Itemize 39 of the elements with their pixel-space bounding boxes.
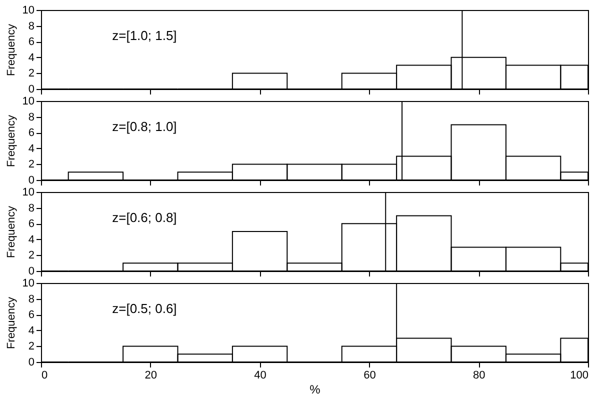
y-axis-title: Frequency — [5, 114, 18, 167]
y-tick-label: 4 — [28, 52, 34, 64]
annotation: z=[1.0; 1.5] — [112, 28, 177, 44]
y-tick-label: 2 — [28, 340, 34, 353]
y-axis-title: Frequency — [5, 24, 18, 76]
y-tick-label: 8 — [28, 20, 34, 32]
y-axis-title: Frequency — [5, 206, 18, 258]
y-tick-label: 2 — [28, 158, 34, 171]
y-tick-label: 4 — [28, 234, 34, 246]
y-tick-label: 10 — [22, 4, 34, 16]
x-tick-label: 20 — [144, 370, 158, 382]
x-axis-title: % — [310, 382, 321, 396]
annotation: z=[0.8; 1.0] — [112, 119, 177, 134]
y-tick-label: 0 — [28, 84, 34, 96]
y-tick-label: 6 — [28, 218, 34, 230]
y-tick-label: 0 — [28, 356, 34, 368]
y-tick-label: 0 — [28, 174, 34, 186]
y-tick-label: 2 — [28, 68, 34, 80]
annotation: z=[0.5; 0.6] — [112, 301, 177, 316]
y-tick-label: 6 — [28, 36, 34, 48]
y-tick-label: 2 — [28, 250, 34, 262]
y-tick-label: 10 — [22, 96, 34, 108]
x-tick-label: 60 — [364, 370, 376, 382]
x-tick-label: 100 — [570, 370, 588, 382]
y-tick-label: 8 — [28, 202, 34, 214]
y-axis-title: Frequency — [5, 296, 18, 349]
y-tick-label: 8 — [28, 111, 34, 124]
y-tick-label: 10 — [22, 278, 34, 290]
annotation: z=[0.6; 0.8] — [112, 210, 177, 226]
y-tick-label: 4 — [28, 142, 34, 155]
y-tick-label: 4 — [28, 324, 34, 337]
y-tick-label: 6 — [28, 309, 34, 322]
y-tick-label: 10 — [22, 186, 34, 198]
x-tick-label: 80 — [472, 370, 486, 382]
y-tick-label: 8 — [28, 293, 34, 306]
y-tick-label: 0 — [28, 266, 34, 278]
x-tick-label: 40 — [254, 370, 266, 382]
y-tick-label: 6 — [28, 127, 34, 140]
x-tick-label: 0 — [42, 370, 48, 382]
